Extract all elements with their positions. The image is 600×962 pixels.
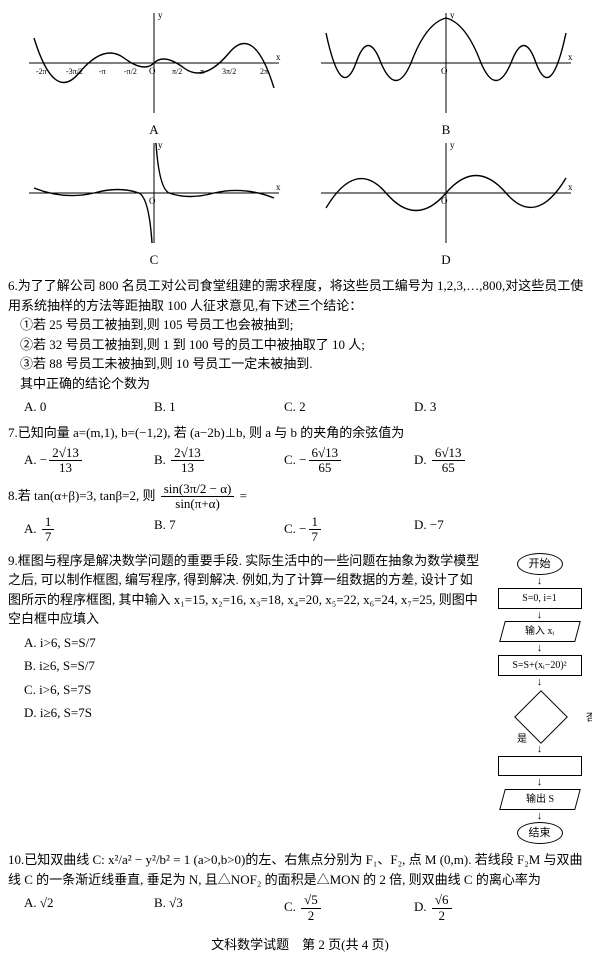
question-6: 6.为了了解公司 800 名员工对公司食堂组建的需求程度，将这些员工编号为 1,… xyxy=(8,276,592,419)
q7-opt-A: A. −2√1313 xyxy=(24,446,154,476)
fc-blank xyxy=(498,756,582,776)
svg-text:y: y xyxy=(158,140,163,150)
svg-text:π/2: π/2 xyxy=(172,67,182,76)
q8-frac: sin(3π/2 − α)sin(π+α) xyxy=(161,482,235,512)
q7-opt-D: D. 6√1365 xyxy=(414,446,544,476)
q8-opt-A: A. 17 xyxy=(24,515,154,545)
fc-yes: 是 xyxy=(517,732,527,747)
graph-A: x y O -2π -3π/2 -π -π/2 π/2 π 3π/2 2π A xyxy=(19,8,289,138)
q9-stem: 框图与程序是解决数学问题的重要手段. 实际生活中的一些问题在抽象为数学模型之后,… xyxy=(8,553,479,627)
arrow-icon: ↓ xyxy=(487,611,592,620)
graph-B-label: B xyxy=(311,120,581,140)
q8-opt-D: D. −7 xyxy=(414,515,544,545)
q10-opt-B: B. √3 xyxy=(154,893,284,923)
fc-init: S=0, i=1 xyxy=(498,588,582,609)
q6-ask: 其中正确的结论个数为 xyxy=(20,374,592,394)
q8-opt-B: B. 7 xyxy=(154,515,284,545)
arrow-icon: ↓ xyxy=(487,745,592,754)
q9-opt-D: D. i≥6, S=7S xyxy=(24,703,284,723)
fc-start: 开始 xyxy=(517,553,563,575)
graph-C: x y O C xyxy=(19,138,289,268)
svg-text:y: y xyxy=(450,140,455,150)
q10-opt-C: C. √52 xyxy=(284,893,414,923)
q10-num: 10. xyxy=(8,852,24,867)
svg-text:π: π xyxy=(200,67,204,76)
q8-post: = xyxy=(240,487,247,502)
q7-stem: 已知向量 a=(m,1), b=(−1,2), 若 (a−2b)⊥b, 则 a … xyxy=(18,425,405,440)
svg-text:-π: -π xyxy=(99,67,106,76)
q9-opt-B: B. i≥6, S=S/7 xyxy=(24,656,284,676)
q8-pre: 若 tan(α+β)=3, tanβ=2, 则 xyxy=(18,487,159,502)
svg-text:2π: 2π xyxy=(260,67,268,76)
graphs-row: x y O -2π -3π/2 -π -π/2 π/2 π 3π/2 2π A x y O B x y… xyxy=(8,8,592,268)
svg-text:x: x xyxy=(276,52,281,62)
svg-text:O: O xyxy=(149,66,156,76)
q6-opt-B: B. 1 xyxy=(154,397,284,417)
q10-opt-D: D. √62 xyxy=(414,893,544,923)
question-7: 7.已知向量 a=(m,1), b=(−1,2), 若 (a−2b)⊥b, 则 … xyxy=(8,423,592,478)
q10-stem: 已知双曲线 C: x²/a² − y²/b² = 1 (a>0,b>0)的左、右… xyxy=(8,852,583,887)
graph-A-label: A xyxy=(19,120,289,140)
svg-text:3π/2: 3π/2 xyxy=(222,67,236,76)
svg-text:y: y xyxy=(450,10,455,20)
q6-stem: 为了了解公司 800 名员工对公司食堂组建的需求程度，将这些员工编号为 1,2,… xyxy=(8,278,583,313)
arrow-icon: ↓ xyxy=(487,577,592,586)
flowchart: 开始 ↓ S=0, i=1 ↓ 输入 xᵢ ↓ S=S+(xᵢ−20)² ↓ 否… xyxy=(487,551,592,847)
q6-opt-D: D. 3 xyxy=(414,397,544,417)
svg-text:-π/2: -π/2 xyxy=(124,67,137,76)
q6-opt-A: A. 0 xyxy=(24,397,154,417)
svg-text:-2π: -2π xyxy=(36,67,47,76)
svg-text:x: x xyxy=(568,52,573,62)
arrow-icon: ↓ xyxy=(487,812,592,821)
q7-opt-C: C. −6√1365 xyxy=(284,446,414,476)
page-footer: 文科数学试题 第 2 页(共 4 页) xyxy=(8,935,592,955)
arrow-icon: ↓ xyxy=(487,644,592,653)
fc-calc: S=S+(xᵢ−20)² xyxy=(498,655,582,676)
svg-text:x: x xyxy=(568,182,573,192)
fc-input: 输入 xᵢ xyxy=(499,621,581,642)
q9-num: 9. xyxy=(8,553,18,568)
fc-end: 结束 xyxy=(517,822,563,844)
arrow-icon: ↓ xyxy=(487,678,592,687)
q7-opt-B: B. 2√1313 xyxy=(154,446,284,476)
q7-num: 7. xyxy=(8,425,18,440)
question-8: 8.若 tan(α+β)=3, tanβ=2, 则 sin(3π/2 − α)s… xyxy=(8,482,592,547)
svg-text:-3π/2: -3π/2 xyxy=(66,67,83,76)
svg-text:O: O xyxy=(441,66,448,76)
q6-num: 6. xyxy=(8,278,18,293)
q6-opt-C: C. 2 xyxy=(284,397,414,417)
fc-no: 否 xyxy=(586,711,592,726)
q8-num: 8. xyxy=(8,487,18,502)
q6-item1: ①若 25 号员工被抽到,则 105 号员工也会被抽到; xyxy=(20,315,592,335)
graph-C-label: C xyxy=(19,250,289,270)
fc-output: 输出 S xyxy=(499,789,581,810)
svg-text:y: y xyxy=(158,10,163,20)
svg-text:x: x xyxy=(276,182,281,192)
q10-opt-A: A. √2 xyxy=(24,893,154,923)
q6-item2: ②若 32 号员工被抽到,则 1 到 100 号的员工中被抽取了 10 人; xyxy=(20,335,592,355)
question-10: 10.已知双曲线 C: x²/a² − y²/b² = 1 (a>0,b>0)的… xyxy=(8,850,592,925)
question-9: 开始 ↓ S=0, i=1 ↓ 输入 xᵢ ↓ S=S+(xᵢ−20)² ↓ 否… xyxy=(8,551,592,847)
q9-opt-C: C. i>6, S=7S xyxy=(24,680,284,700)
arrow-icon: ↓ xyxy=(487,778,592,787)
q9-opt-A: A. i>6, S=S/7 xyxy=(24,633,284,653)
graph-B: x y O B xyxy=(311,8,581,138)
q8-opt-C: C. −17 xyxy=(284,515,414,545)
graph-D-label: D xyxy=(311,250,581,270)
svg-text:O: O xyxy=(149,196,156,206)
graph-D: xyO D xyxy=(311,138,581,268)
q6-item3: ③若 88 号员工未被抽到,则 10 号员工一定未被抽到. xyxy=(20,354,592,374)
